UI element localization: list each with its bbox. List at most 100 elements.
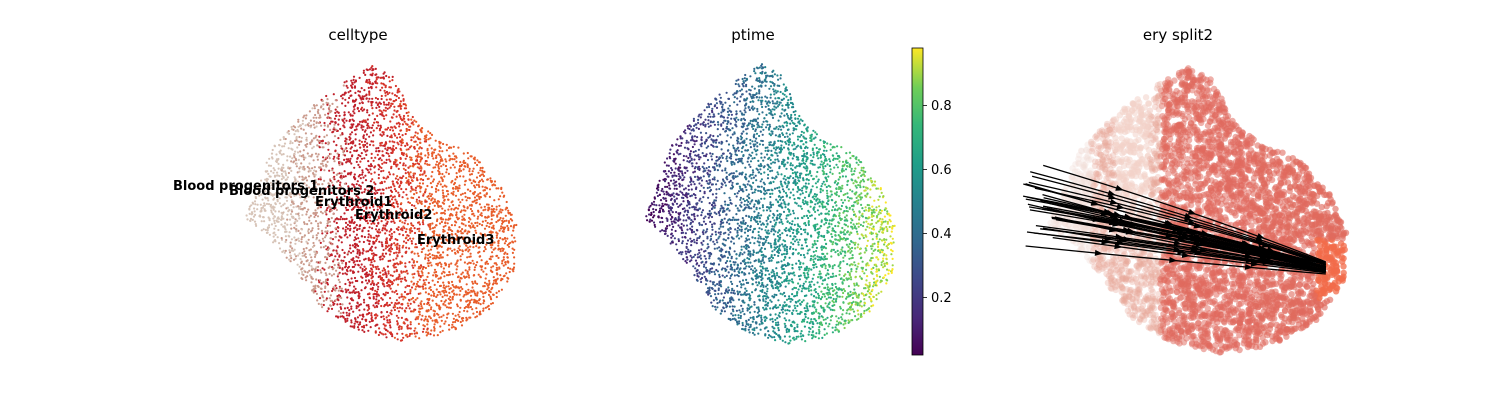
celltype-point (507, 221, 511, 224)
celltype-point (447, 208, 450, 211)
celltype-point (408, 125, 411, 128)
cluster-label-erythroid2: Erythroid2 (355, 208, 432, 223)
celltype-point (371, 270, 374, 273)
celltype-point (464, 229, 467, 232)
celltype-point (346, 173, 350, 176)
celltype-point (368, 297, 372, 300)
celltype-point (404, 286, 407, 289)
celltype-point (329, 237, 332, 240)
celltype-point (307, 175, 311, 178)
celltype-point (388, 158, 391, 161)
celltype-point (509, 225, 513, 228)
celltype-point (362, 249, 365, 252)
celltype-point (471, 170, 474, 173)
celltype-point (278, 174, 281, 178)
celltype-point (395, 190, 398, 193)
celltype-point (443, 262, 447, 265)
celltype-point (480, 290, 483, 293)
celltype-point (354, 318, 357, 321)
celltype-point (442, 284, 445, 287)
celltype-point (426, 319, 429, 322)
celltype-point (398, 306, 402, 309)
celltype-point (441, 295, 444, 298)
celltype-point (252, 215, 256, 218)
celltype-point (499, 279, 503, 282)
celltype-point (507, 227, 510, 230)
celltype-point (385, 237, 388, 240)
celltype-point (482, 302, 485, 305)
celltype-point (343, 212, 346, 215)
celltype-point (418, 313, 421, 316)
celltype-point (379, 258, 382, 261)
celltype-point (290, 227, 293, 230)
celltype-point (267, 203, 271, 206)
celltype-point (405, 111, 408, 115)
celltype-point (378, 256, 381, 259)
ptime-point (800, 189, 804, 192)
celltype-point (392, 162, 396, 166)
celltype-point (353, 173, 356, 176)
celltype-point (376, 293, 379, 296)
celltype-point (501, 262, 504, 265)
celltype-point (289, 140, 292, 143)
celltype-point (371, 107, 374, 110)
celltype-point (342, 316, 345, 319)
celltype-point (393, 252, 396, 255)
celltype-point (293, 236, 296, 239)
celltype-point (311, 227, 314, 230)
celltype-point (402, 114, 406, 118)
celltype-point (422, 223, 425, 226)
celltype-point (437, 163, 440, 167)
celltype-point (423, 140, 426, 143)
celltype-point (449, 295, 452, 298)
celltype-point (402, 298, 405, 301)
celltype-point (427, 254, 430, 257)
celltype-point (368, 292, 371, 295)
celltype-point (253, 210, 256, 213)
celltype-point (308, 269, 311, 272)
celltype-point (447, 285, 450, 288)
celltype-point (486, 178, 489, 181)
ptime-point (816, 292, 820, 295)
celltype-point (308, 167, 311, 170)
celltype-point (416, 252, 419, 255)
celltype-point (501, 209, 504, 212)
ptime-point (690, 219, 693, 222)
celltype-point (453, 224, 457, 227)
celltype-point (464, 165, 467, 168)
celltype-point (263, 220, 266, 223)
celltype-point (296, 146, 299, 149)
celltype-point (509, 267, 512, 270)
celltype-point (414, 189, 417, 192)
celltype-point (315, 261, 318, 264)
ptime-point (859, 223, 863, 226)
celltype-point (480, 173, 483, 176)
celltype-point (306, 259, 309, 262)
celltype-point (268, 224, 271, 227)
celltype-point (353, 227, 356, 230)
celltype-point (269, 164, 273, 167)
celltype-point (334, 149, 337, 152)
celltype-point (295, 238, 298, 241)
celltype-point (265, 231, 268, 234)
celltype-point (341, 303, 344, 306)
celltype-point (410, 185, 413, 188)
celltype-point (317, 108, 320, 112)
celltype-point (295, 212, 298, 216)
celltype-point (300, 267, 303, 270)
celltype-point (374, 156, 377, 159)
celltype-point (439, 306, 442, 309)
ptime-point (828, 306, 831, 309)
celltype-point (330, 209, 333, 212)
celltype-point (302, 247, 305, 251)
ptime-point (843, 216, 847, 219)
celltype-point (309, 142, 312, 146)
celltype-point (337, 179, 340, 182)
celltype-point (464, 195, 467, 198)
celltype-point (345, 80, 348, 83)
ptime-point (785, 298, 789, 301)
ptime-point (818, 273, 821, 276)
celltype-point (360, 108, 363, 111)
celltype-point (367, 279, 370, 282)
celltype-point (302, 149, 305, 152)
